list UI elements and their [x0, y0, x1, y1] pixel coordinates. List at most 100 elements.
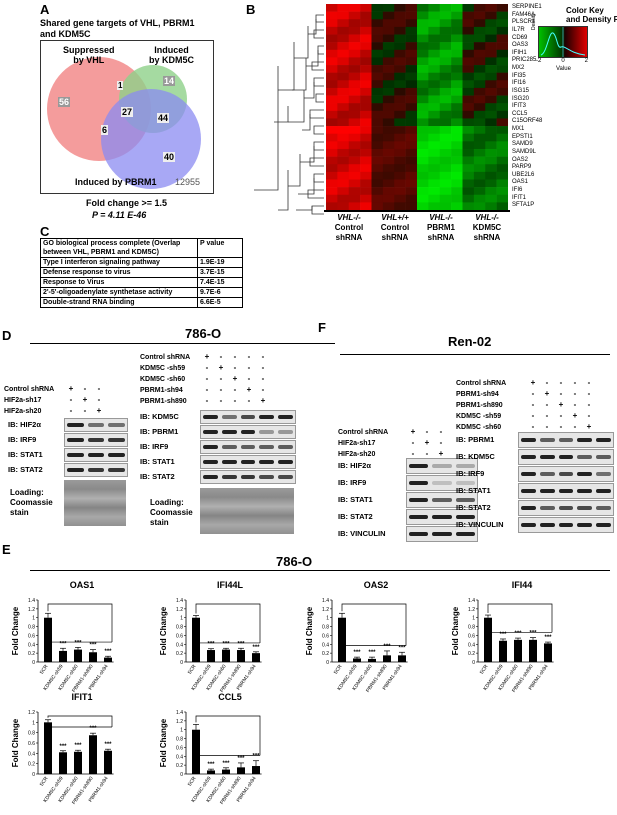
heatmap-cell	[496, 4, 508, 12]
heatmap-cell	[394, 126, 406, 135]
heatmap-cell	[360, 179, 372, 188]
y-tick-label: 1.2	[176, 719, 183, 725]
heatmap-cell	[417, 80, 429, 89]
heatmap-cell	[462, 42, 475, 51]
heatmap-cell	[382, 42, 395, 51]
blot-band	[203, 415, 218, 419]
condition-row: HIF2a-sh20- - +	[4, 400, 106, 418]
table-row: 2'-5'-oligoadenylate synthetase activity…	[40, 287, 243, 298]
gene-label: PLSCR1	[512, 19, 536, 26]
bar	[222, 769, 230, 774]
blot-label: IB: STAT1	[140, 456, 175, 466]
heatmap-cell	[405, 80, 418, 89]
heatmap-cell	[496, 194, 508, 203]
x-tick-label: SCR	[187, 663, 198, 675]
significance-label: ***	[207, 642, 215, 648]
condition-sign: -	[439, 427, 443, 436]
significance-label: ***	[237, 756, 245, 762]
blot-band	[558, 455, 574, 459]
heatmap-cell	[382, 171, 395, 180]
heatmap-group-label: VHL-/- Control shRNA	[326, 213, 372, 243]
heatmap-cell	[462, 156, 475, 165]
heatmap-cell	[394, 65, 406, 73]
heatmap-cell	[405, 95, 418, 104]
significance-label: ***	[383, 644, 391, 650]
blot-strip	[200, 425, 296, 439]
heatmap-cell	[337, 4, 350, 12]
heatmap-cell	[496, 19, 508, 28]
heatmap-cell	[326, 80, 338, 89]
heatmap-cell	[337, 65, 350, 73]
blot-strip	[518, 432, 614, 448]
heatmap-cell	[473, 187, 486, 196]
blot-band	[539, 489, 555, 493]
heatmap-cell	[462, 141, 475, 150]
blot-label: IB: VINCULIN	[338, 528, 386, 538]
go-header-pvalue: P value	[197, 238, 243, 258]
heatmap-cell	[428, 95, 441, 104]
condition-row: PBRM1-sh890- - + - -	[456, 394, 596, 412]
heatmap-cell	[382, 202, 395, 210]
heatmap-cell	[337, 49, 350, 58]
bar	[192, 617, 200, 662]
heatmap-cell	[451, 57, 463, 66]
bar	[104, 750, 112, 774]
heatmap-cell	[462, 202, 475, 210]
heatmap-cell	[485, 26, 497, 35]
condition-sign: +	[586, 422, 592, 431]
gene-label: PRIC285	[512, 57, 537, 64]
y-tick-label: 0.8	[176, 737, 183, 743]
condition-sign: -	[205, 363, 209, 372]
color-key-ylabel: Density	[531, 13, 537, 30]
condition-sign: -	[69, 395, 73, 404]
heatmap-cell	[405, 19, 418, 28]
blot-row: IB: STAT1	[338, 492, 478, 508]
heatmap-cell	[394, 110, 406, 119]
heatmap-cell	[348, 141, 361, 150]
heatmap-cell	[439, 72, 452, 81]
d-right-coomassie	[200, 488, 294, 534]
y-tick-label: 1.2	[28, 710, 35, 716]
heatmap-cell	[348, 156, 361, 165]
heatmap-cell	[428, 11, 441, 20]
heatmap-cell	[326, 65, 338, 73]
y-tick-label: 0	[326, 660, 329, 666]
blot-strip	[64, 448, 128, 462]
blot-band	[558, 506, 574, 510]
heatmap-grid	[326, 4, 508, 210]
y-tick-label: 0.8	[28, 731, 35, 737]
y-tick-label: 0	[32, 660, 35, 666]
d-right-loading-label: Loading: Coomassie stain	[150, 498, 193, 527]
heatmap-cell	[462, 11, 475, 20]
condition-sign: +	[232, 374, 238, 383]
condition-sign: -	[233, 352, 237, 361]
heatmap-cell	[337, 148, 350, 157]
blot-row: IB: HIF2α	[338, 458, 478, 474]
blot-band	[596, 523, 611, 527]
heatmap-cell	[371, 118, 384, 127]
blot-band	[539, 455, 555, 459]
significance-label: ***	[59, 641, 67, 647]
significance-label: ***	[59, 744, 67, 750]
heatmap-cell	[360, 42, 372, 51]
blot-strip	[64, 433, 128, 447]
y-tick-label: 0.6	[322, 633, 329, 639]
heatmap-cell	[394, 187, 406, 196]
heatmap-cell	[417, 95, 429, 104]
blot-band	[278, 445, 293, 449]
heatmap-cell	[428, 179, 441, 188]
heatmap-cell	[417, 171, 429, 180]
venn-count-vhl-only: 56	[58, 97, 71, 107]
blot-band	[87, 468, 105, 472]
blot-band	[455, 532, 475, 536]
heatmap-cell	[451, 11, 463, 20]
heatmap-cell	[405, 141, 418, 150]
heatmap-cell	[496, 202, 508, 210]
heatmap-cell	[382, 80, 395, 89]
heatmap-cell	[371, 87, 384, 96]
heatmap-cell	[348, 202, 361, 210]
blot-strip	[406, 475, 478, 491]
gene-label: OAS2	[512, 156, 529, 163]
heatmap-cell	[439, 103, 452, 112]
